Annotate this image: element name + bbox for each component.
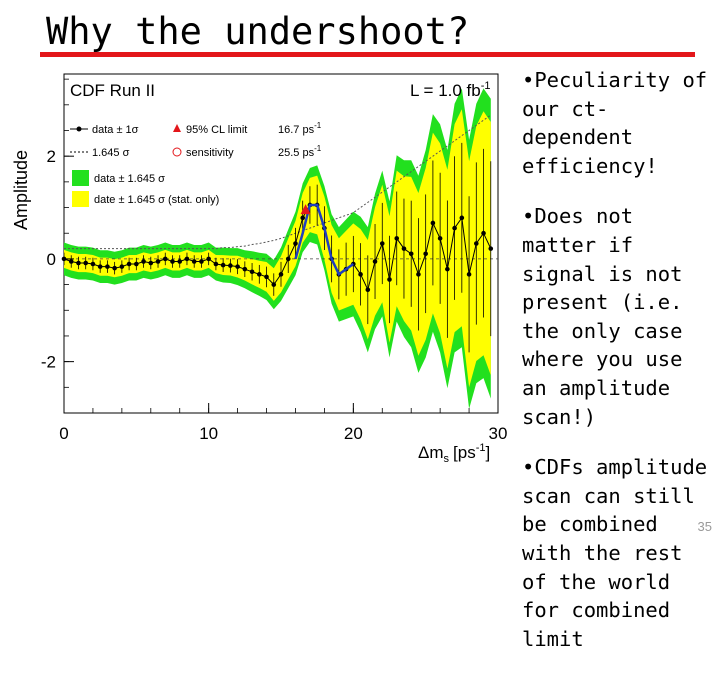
data-point	[481, 230, 486, 236]
data-point	[119, 264, 125, 269]
data-point	[430, 220, 436, 226]
data-point	[488, 246, 494, 251]
data-point	[264, 274, 269, 280]
x-tick-label: 20	[344, 424, 363, 443]
legend-sigma-1645: 1.645 σ	[92, 147, 130, 159]
data-point	[372, 259, 378, 264]
data-point	[206, 256, 211, 262]
data-point	[437, 236, 443, 241]
data-point	[394, 236, 400, 241]
data-point	[423, 251, 428, 257]
data-point	[162, 256, 168, 262]
fit-curve	[294, 203, 355, 277]
y-tick-label: -2	[41, 353, 56, 372]
data-point	[76, 260, 81, 266]
data-point	[300, 215, 306, 221]
data-point	[228, 263, 233, 268]
data-point	[365, 287, 371, 293]
data-point	[445, 266, 450, 272]
legend-green-band: data ± 1.645 σ	[94, 173, 165, 185]
legend-sensitivity: sensitivity	[186, 147, 234, 159]
legend-cl-limit-value: 16.7 ps-1	[278, 121, 322, 136]
luminosity-label: L = 1.0 fb-1	[410, 80, 491, 100]
data-point	[134, 261, 139, 267]
legend-data-marker	[76, 126, 82, 132]
amplitude-scan-chart: Amplitude CDF Run II L = 1.0 fb-1 data ±…	[11, 73, 508, 465]
data-point	[293, 241, 298, 246]
data-point	[459, 215, 465, 221]
legend-cl-limit: 95% CL limit	[186, 124, 247, 136]
title-underline	[40, 52, 695, 57]
data-point	[191, 259, 197, 264]
cl-limit-marker	[300, 204, 311, 215]
bullet-list: •Peculiarity of our ct-dependent efficie…	[522, 66, 718, 675]
slide-number: 35	[697, 519, 712, 534]
data-point	[452, 225, 457, 231]
legend-sensitivity-marker	[172, 147, 182, 157]
data-point	[177, 259, 183, 264]
data-point	[220, 262, 226, 268]
data-point	[358, 272, 363, 277]
data-point	[285, 256, 291, 262]
data-point	[83, 260, 88, 266]
data-point	[387, 277, 392, 282]
data-point	[148, 260, 154, 266]
data-layer	[61, 114, 498, 353]
data-point	[97, 264, 103, 269]
data-point	[155, 259, 161, 264]
data-point	[257, 272, 262, 277]
experiment-label: CDF Run II	[70, 81, 155, 100]
data-point	[90, 261, 96, 267]
data-point	[235, 264, 240, 269]
bullet-2: •Does not matter if signal is not presen…	[522, 204, 683, 429]
data-point	[213, 261, 219, 267]
data-point	[184, 256, 190, 262]
y-tick-label: 0	[47, 250, 56, 269]
x-tick-label: 0	[59, 424, 68, 443]
data-point	[199, 259, 204, 264]
x-tick-label: 10	[199, 424, 218, 443]
data-point	[474, 241, 479, 246]
slide-title: Why the undershoot?	[46, 10, 470, 53]
data-point	[242, 266, 248, 272]
data-point	[408, 251, 414, 257]
bullet-1: •Peculiarity of our ct-dependent efficie…	[522, 68, 708, 178]
data-point	[401, 246, 407, 251]
legend: data ± 1σ 95% CL limit 16.7 ps-1 1.645 σ…	[70, 121, 322, 207]
sigma-1645-line	[64, 114, 492, 250]
data-point	[141, 259, 146, 264]
data-point	[379, 241, 385, 246]
data-point	[416, 272, 421, 277]
legend-sensitivity-value: 25.5 ps-1	[278, 144, 322, 159]
legend-cl-marker	[173, 124, 181, 132]
legend-green-swatch	[72, 170, 89, 186]
ticks-layer: 0 10 20 30 -2 0 2	[41, 78, 508, 443]
data-point	[170, 259, 175, 264]
x-axis-label: Δms [ps-1]	[418, 442, 490, 465]
legend-data-1sigma: data ± 1σ	[92, 124, 139, 136]
data-point	[466, 272, 472, 277]
bullet-3: •CDFs amplitude scan can still be combin…	[522, 455, 708, 651]
legend-yellow-swatch	[72, 191, 89, 207]
data-point	[68, 259, 74, 264]
x-tick-label: 30	[489, 424, 508, 443]
data-point	[112, 265, 117, 271]
data-point	[249, 269, 255, 275]
data-point	[271, 282, 277, 287]
data-point	[278, 272, 284, 277]
y-axis-label: Amplitude	[11, 150, 31, 230]
data-point	[126, 261, 132, 267]
y-tick-label: 2	[47, 147, 56, 166]
legend-yellow-band: date ± 1.645 σ (stat. only)	[94, 194, 219, 206]
data-point	[105, 264, 110, 269]
